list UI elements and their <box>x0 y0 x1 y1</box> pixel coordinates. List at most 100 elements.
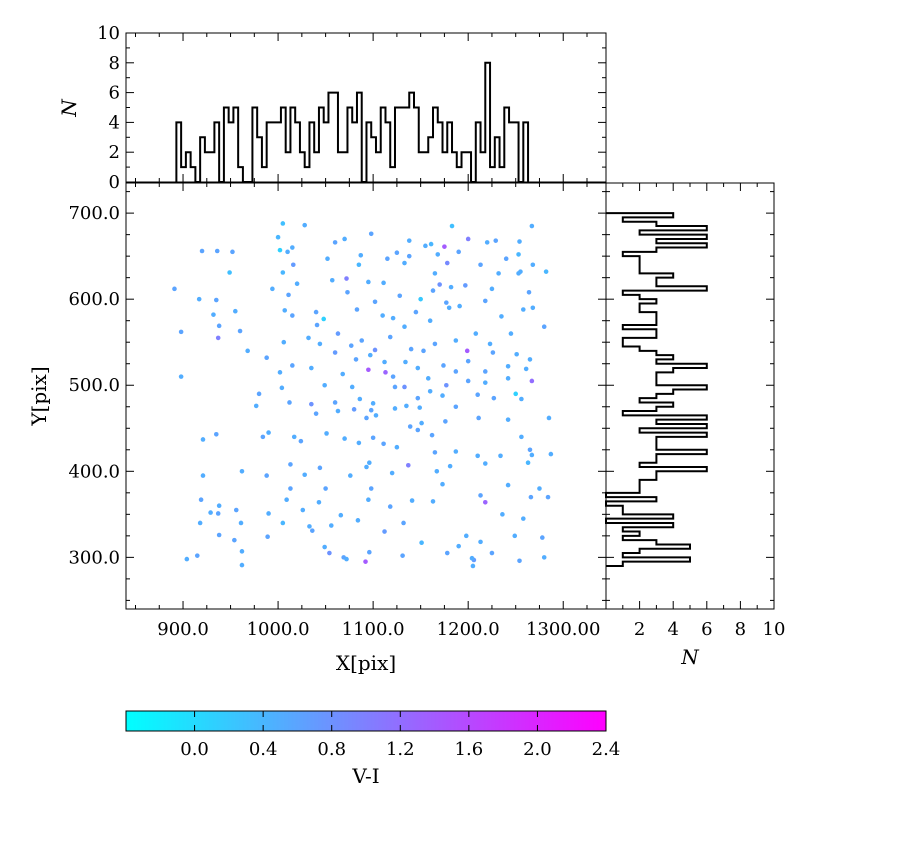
scatter-point <box>521 307 526 312</box>
top-y-tick-label: 0 <box>109 172 120 193</box>
scatter-point <box>354 307 360 312</box>
top-y-tick-label: 10 <box>97 23 120 44</box>
scatter-point <box>200 473 206 478</box>
scatter-ticks: 900.0 1000.0 1100.0 1200.0 1300.00 300.0 400.0… <box>68 183 606 640</box>
scatter-point <box>325 256 330 262</box>
scatter-point <box>342 436 347 441</box>
scatter-point <box>525 460 531 465</box>
scatter-point <box>540 535 545 540</box>
scatter-point <box>208 510 213 515</box>
scatter-point <box>482 369 488 374</box>
scatter-point <box>290 363 295 368</box>
scatter-point <box>516 252 521 257</box>
colorbar: 0.0 0.4 0.8 1.2 1.6 2.0 2.4 V-I <box>125 710 620 788</box>
scatter-point <box>381 441 386 447</box>
scatter-point <box>403 359 408 365</box>
scatter-point <box>513 391 519 397</box>
scatter-point <box>290 313 295 318</box>
scatter-point <box>213 297 219 303</box>
scatter-point <box>491 395 497 401</box>
scatter-point <box>516 271 521 276</box>
scatter-point <box>401 520 406 526</box>
scatter-point <box>545 494 551 500</box>
scatter-point <box>453 369 459 374</box>
scatter-point <box>389 470 395 476</box>
scatter-point <box>463 533 469 539</box>
scatter-point <box>215 335 221 341</box>
scatter-point <box>264 473 269 478</box>
scatter-point <box>432 341 438 347</box>
x-tick-label: 1100.0 <box>342 619 405 640</box>
scatter-point <box>329 523 334 528</box>
scatter-point <box>409 498 415 503</box>
scatter-point <box>313 309 319 315</box>
scatter-point <box>405 462 411 468</box>
scatter-point <box>437 282 442 287</box>
scatter-point <box>309 528 315 533</box>
scatter-point <box>373 413 379 418</box>
scatter-point <box>238 520 244 526</box>
scatter-point <box>298 438 304 444</box>
scatter-point <box>475 453 480 459</box>
scatter-point <box>239 469 245 474</box>
scatter-point <box>512 533 518 539</box>
scatter-point <box>500 512 505 517</box>
x-tick-label: 1000.0 <box>247 619 310 640</box>
right-histogram-panel: 2 4 6 8 10 N <box>605 182 785 669</box>
scatter-point <box>307 524 312 529</box>
scatter-point <box>529 452 535 458</box>
scatter-point <box>368 407 374 413</box>
scatter-point <box>546 415 552 421</box>
scatter-point <box>366 497 371 503</box>
scatter-point <box>505 417 511 422</box>
scatter-point <box>498 453 503 459</box>
scatter-point <box>465 378 471 384</box>
scatter-point <box>332 350 338 355</box>
colorbar-gradient <box>125 710 607 732</box>
scatter-point <box>364 464 369 470</box>
colorbar-tick-label: 0.0 <box>180 739 209 760</box>
scatter-point <box>317 465 323 471</box>
top-histogram-ticks: 0 2 4 6 8 10 <box>97 23 606 193</box>
scatter-point <box>245 348 250 354</box>
scatter-point <box>332 400 338 405</box>
scatter-point <box>453 338 459 343</box>
scatter-point <box>415 427 421 433</box>
scatter-point <box>448 284 454 290</box>
scatter-point <box>216 323 222 329</box>
scatter-point <box>290 245 295 250</box>
scatter-point <box>306 335 311 341</box>
colorbar-ticks: 0.0 0.4 0.8 1.2 1.6 2.0 2.4 <box>180 711 620 760</box>
scatter-point <box>453 449 459 454</box>
scatter-point <box>482 499 488 505</box>
colorbar-tick-label: 0.4 <box>249 739 278 760</box>
scatter-point <box>366 367 371 373</box>
scatter-point <box>390 315 396 321</box>
right-x-tick-label: 4 <box>667 619 678 640</box>
scatter-point <box>487 341 493 347</box>
scatter-point <box>444 550 450 556</box>
scatter-point <box>434 469 440 474</box>
scatter-point <box>280 270 286 275</box>
scatter-point <box>198 497 204 503</box>
scatter-point <box>423 243 428 249</box>
scatter-point <box>348 343 354 348</box>
scatter-point <box>300 507 306 513</box>
scatter-point <box>194 553 200 558</box>
scatter-point <box>528 494 534 500</box>
scatter-point <box>526 289 532 295</box>
scatter-point <box>418 296 423 302</box>
scatter-point <box>519 396 524 402</box>
scatter-point <box>172 286 177 292</box>
colorbar-tick-label: 1.2 <box>386 739 415 760</box>
scatter-point <box>199 248 205 254</box>
y-tick-label: 500.0 <box>68 375 120 396</box>
scatter-point <box>530 305 536 311</box>
scatter-point <box>514 351 519 357</box>
scatter-point <box>440 481 445 487</box>
scatter-point <box>359 338 365 343</box>
right-histogram-frame <box>605 182 775 610</box>
top-histogram-panel: 0 2 4 6 8 10 N <box>57 23 607 193</box>
scatter-point <box>368 231 374 237</box>
scatter-point <box>444 300 449 305</box>
